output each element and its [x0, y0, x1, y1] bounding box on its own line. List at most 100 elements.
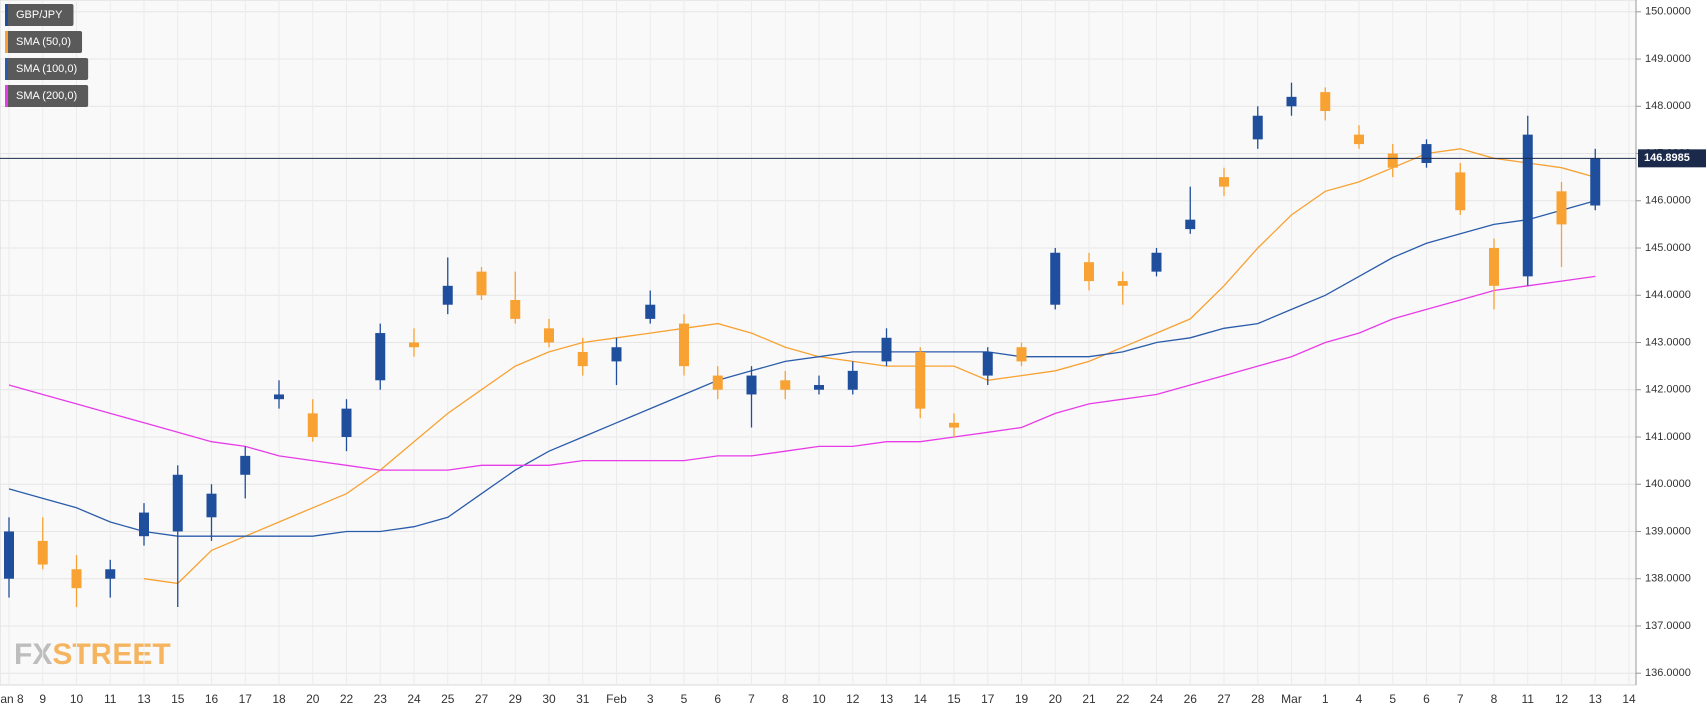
- candle-body: [206, 493, 217, 518]
- candle-body: [1185, 219, 1196, 230]
- candle-body: [71, 569, 82, 589]
- candle-body: [307, 413, 318, 437]
- legend-label: SMA (100,0): [16, 63, 77, 75]
- candle-body: [240, 455, 251, 475]
- x-tick-label: 7: [748, 692, 755, 706]
- x-tick-label: 12: [846, 692, 860, 706]
- legend-item: SMA (50,0): [5, 31, 83, 53]
- candle-body: [341, 408, 352, 437]
- y-tick-label: 148.0000: [1645, 100, 1691, 112]
- x-tick-label: 24: [1150, 692, 1164, 706]
- candle-body: [780, 380, 791, 390]
- y-tick-label: 149.0000: [1645, 53, 1691, 65]
- x-tick-label: 21: [1082, 692, 1096, 706]
- x-tick-label: 8: [782, 692, 789, 706]
- x-tick-label: 8: [1491, 692, 1498, 706]
- y-tick-label: 150.0000: [1645, 6, 1691, 18]
- y-tick-label: 143.0000: [1645, 336, 1691, 348]
- x-tick-label: 25: [441, 692, 455, 706]
- x-tick-label: 24: [407, 692, 421, 706]
- x-tick-label: 9: [39, 692, 46, 706]
- legend-box: [5, 31, 83, 53]
- candle-body: [1252, 115, 1263, 140]
- legend-label: SMA (200,0): [16, 90, 77, 102]
- candle-body: [442, 285, 453, 305]
- candle-body: [679, 323, 689, 367]
- x-tick-label: 26: [1184, 692, 1198, 706]
- candle-body: [1084, 262, 1094, 282]
- candle-body: [577, 351, 588, 367]
- x-tick-label: 23: [374, 692, 388, 706]
- legend-box: [5, 4, 74, 26]
- y-tick-label: 144.0000: [1645, 289, 1691, 301]
- legend-label: SMA (50,0): [16, 36, 71, 48]
- candle-body: [1455, 172, 1466, 211]
- watermark-part: STREET: [52, 638, 170, 671]
- x-tick-label: 31: [576, 692, 590, 706]
- watermark: FXSTREET: [14, 638, 171, 671]
- y-tick-label: 139.0000: [1645, 525, 1691, 537]
- legend-box: [5, 58, 89, 80]
- candle-body: [510, 299, 521, 319]
- x-tick-label: Feb: [606, 692, 627, 706]
- last-price-label: 146.8985: [1644, 152, 1690, 164]
- candle-body: [915, 351, 926, 409]
- candle-body: [611, 347, 622, 362]
- x-tick-label: 14: [914, 692, 928, 706]
- candle-body: [1522, 134, 1533, 277]
- candle-body: [1489, 248, 1499, 286]
- y-tick-label: 137.0000: [1645, 620, 1691, 632]
- y-tick-label: 145.0000: [1645, 242, 1691, 254]
- candle-body: [1219, 177, 1229, 187]
- x-tick-label: 5: [681, 692, 688, 706]
- candle-body: [712, 375, 723, 390]
- x-tick-label: 17: [239, 692, 253, 706]
- y-tick-label: 146.0000: [1645, 195, 1691, 207]
- candle-body: [1151, 252, 1162, 272]
- candle-body: [105, 569, 116, 579]
- x-tick-label: 11: [104, 692, 117, 706]
- x-tick-label: 22: [340, 692, 354, 706]
- legend-item: GBP/JPY: [5, 4, 74, 26]
- candle-body: [37, 540, 48, 565]
- candle-body: [1354, 134, 1364, 145]
- x-tick-label: 11: [1522, 692, 1535, 706]
- x-tick-label: 12: [1555, 692, 1569, 706]
- x-tick-label: 13: [1589, 692, 1603, 706]
- x-tick-label: 28: [1251, 692, 1265, 706]
- legend-swatch: [5, 31, 8, 53]
- x-tick-label: 19: [1015, 692, 1029, 706]
- candle-body: [1590, 158, 1601, 206]
- x-tick-label: 14: [1622, 692, 1636, 706]
- x-tick-label: 4: [1356, 692, 1363, 706]
- x-tick-label: 6: [1423, 692, 1430, 706]
- candle-body: [274, 394, 284, 400]
- candle-body: [645, 304, 656, 319]
- x-tick-label: 18: [272, 692, 286, 706]
- x-tick-label: 6: [714, 692, 721, 706]
- sma-line: [8, 275, 1596, 471]
- candle-body: [1320, 92, 1331, 112]
- candle-body: [409, 342, 419, 348]
- x-tick-label: 15: [171, 692, 185, 706]
- x-tick-label: 30: [542, 692, 556, 706]
- legend-item: SMA (100,0): [5, 58, 89, 80]
- x-tick-label: 15: [947, 692, 961, 706]
- y-tick-label: 138.0000: [1645, 573, 1691, 585]
- x-tick-label: 7: [1457, 692, 1464, 706]
- candle-body: [1117, 281, 1128, 286]
- candle-body: [982, 351, 993, 376]
- candle-body: [746, 375, 757, 395]
- x-tick-label: 17: [981, 692, 995, 706]
- candle-body: [814, 385, 824, 390]
- legend-box: [5, 85, 89, 107]
- x-tick-label: 10: [812, 692, 826, 706]
- legend-swatch: [5, 4, 8, 26]
- x-tick-label: 29: [509, 692, 523, 706]
- candle-body: [1050, 252, 1061, 305]
- candle-body: [881, 337, 892, 362]
- candle-body: [1556, 191, 1567, 225]
- y-tick-label: 141.0000: [1645, 431, 1691, 443]
- y-tick-label: 136.0000: [1645, 667, 1691, 679]
